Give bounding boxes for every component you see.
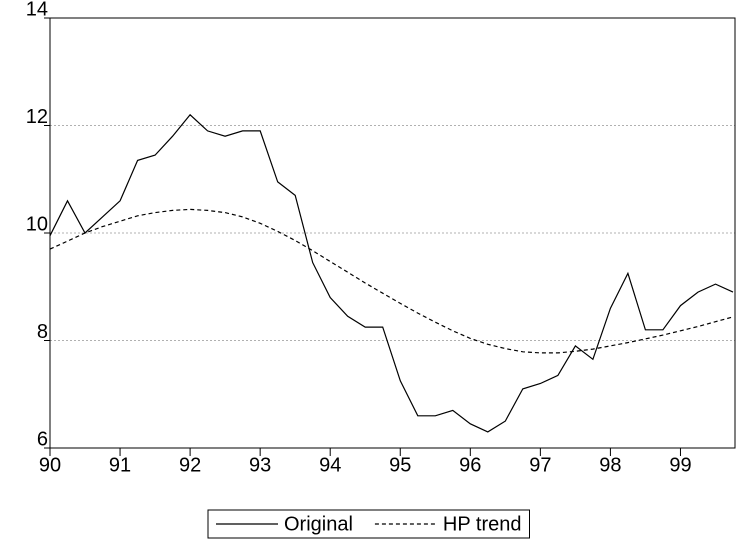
legend-label: Original xyxy=(284,513,353,535)
y-tick-label: 10 xyxy=(26,213,48,235)
x-tick-label: 99 xyxy=(669,454,691,476)
x-tick-label: 94 xyxy=(319,454,341,476)
x-tick-label: 93 xyxy=(249,454,271,476)
y-tick-label: 8 xyxy=(37,321,48,343)
y-tick-label: 6 xyxy=(37,428,48,450)
x-tick-label: 96 xyxy=(459,454,481,476)
legend-label: HP trend xyxy=(443,513,522,535)
legend: Original HP trend xyxy=(207,509,530,539)
x-tick-label: 95 xyxy=(389,454,411,476)
x-tick-label: 98 xyxy=(599,454,621,476)
plot-frame xyxy=(49,17,736,449)
y-tick-label: 14 xyxy=(26,0,48,20)
x-tick-label: 97 xyxy=(529,454,551,476)
x-tick-label: 90 xyxy=(39,454,61,476)
series-line xyxy=(49,113,734,433)
x-tick-label: 91 xyxy=(109,454,131,476)
x-tick-label: 92 xyxy=(179,454,201,476)
series-line xyxy=(49,208,734,354)
y-tick-label: 12 xyxy=(26,106,48,128)
